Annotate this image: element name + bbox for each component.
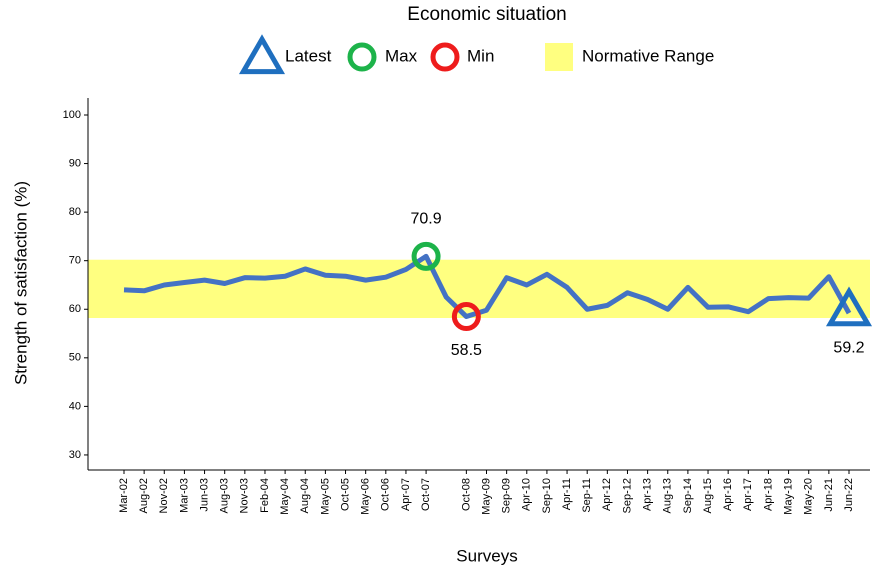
y-tick-label: 90 (69, 157, 81, 169)
x-tick-label: Apr-11 (561, 478, 573, 510)
x-tick-label: Jun-03 (198, 478, 210, 512)
x-tick-label: Nov-03 (239, 478, 251, 513)
min-label: 58.5 (451, 342, 482, 359)
legend-range-label: Normative Range (582, 46, 714, 65)
min-marker (451, 302, 481, 332)
x-tick-label: Sep-12 (621, 478, 633, 513)
y-tick-label: 30 (69, 449, 81, 461)
x-tick-label: May-20 (803, 478, 815, 515)
legend-min-symbol (430, 42, 460, 72)
x-tick-label: Jun-22 (843, 478, 855, 512)
legend-min-label: Min (467, 46, 494, 65)
x-tick-label: Aug-15 (702, 478, 714, 513)
y-tick-label: 80 (69, 206, 81, 218)
x-tick-label: Aug-02 (138, 478, 150, 513)
x-tick-label: Jun-21 (823, 478, 835, 512)
x-tick-label: Apr-17 (742, 478, 754, 511)
legend-max-label: Max (385, 46, 418, 65)
max-marker (411, 241, 441, 271)
x-axis-label: Surveys (456, 546, 517, 565)
y-tick-label: 60 (69, 303, 81, 315)
legend-max-symbol (347, 42, 377, 72)
x-tick-label: Sep-11 (581, 478, 593, 513)
y-tick-label: 40 (69, 400, 81, 412)
latest-marker (825, 286, 873, 327)
y-tick-label: 50 (69, 352, 81, 364)
y-tick-label: 100 (63, 109, 81, 121)
x-tick-label: Apr-12 (601, 478, 613, 511)
x-tick-label: Oct-07 (420, 478, 432, 511)
x-tick-label: May-19 (782, 478, 794, 515)
x-tick-label: Apr-10 (521, 478, 533, 511)
data-line (123, 253, 852, 320)
x-tick-label: Apr-13 (642, 478, 654, 511)
x-tick-label: Apr-16 (722, 478, 734, 511)
x-tick-label: May-09 (480, 478, 492, 515)
x-tick-label: Feb-04 (259, 478, 271, 513)
legend-range-symbol (545, 43, 573, 71)
x-tick-label: Sep-10 (541, 478, 553, 513)
y-tick-label: 70 (69, 255, 81, 267)
x-tick-label: Mar-02 (118, 478, 130, 513)
x-tick-label: Apr-18 (762, 478, 774, 511)
legend-latest-label: Latest (285, 46, 332, 65)
x-tick-label: Apr-07 (400, 478, 412, 511)
x-tick-label: Aug-03 (219, 478, 231, 513)
x-tick-label: Aug-04 (299, 478, 311, 513)
x-tick-label: Aug-13 (662, 478, 674, 513)
y-axis-label: Strength of satisfaction (%) (11, 181, 30, 385)
latest-label: 59.2 (833, 339, 864, 356)
x-tick-label: Sep-14 (682, 478, 694, 513)
x-tick-label: Mar-03 (178, 478, 190, 513)
x-tick-label: May-05 (319, 478, 331, 515)
x-tick-label: Sep-09 (501, 478, 513, 513)
x-tick-label: Oct-08 (460, 478, 472, 511)
x-tick-label: Oct-05 (339, 478, 351, 511)
x-tick-label: Nov-02 (158, 478, 170, 513)
legend: Latest Max Min Normative Range (238, 34, 714, 75)
legend-latest-symbol (238, 34, 286, 75)
chart-title: Economic situation (407, 4, 566, 25)
x-tick-label: May-04 (279, 478, 291, 515)
x-tick-label: Oct-06 (380, 478, 392, 511)
x-tick-label: May-06 (360, 478, 372, 515)
max-label: 70.9 (411, 211, 442, 228)
